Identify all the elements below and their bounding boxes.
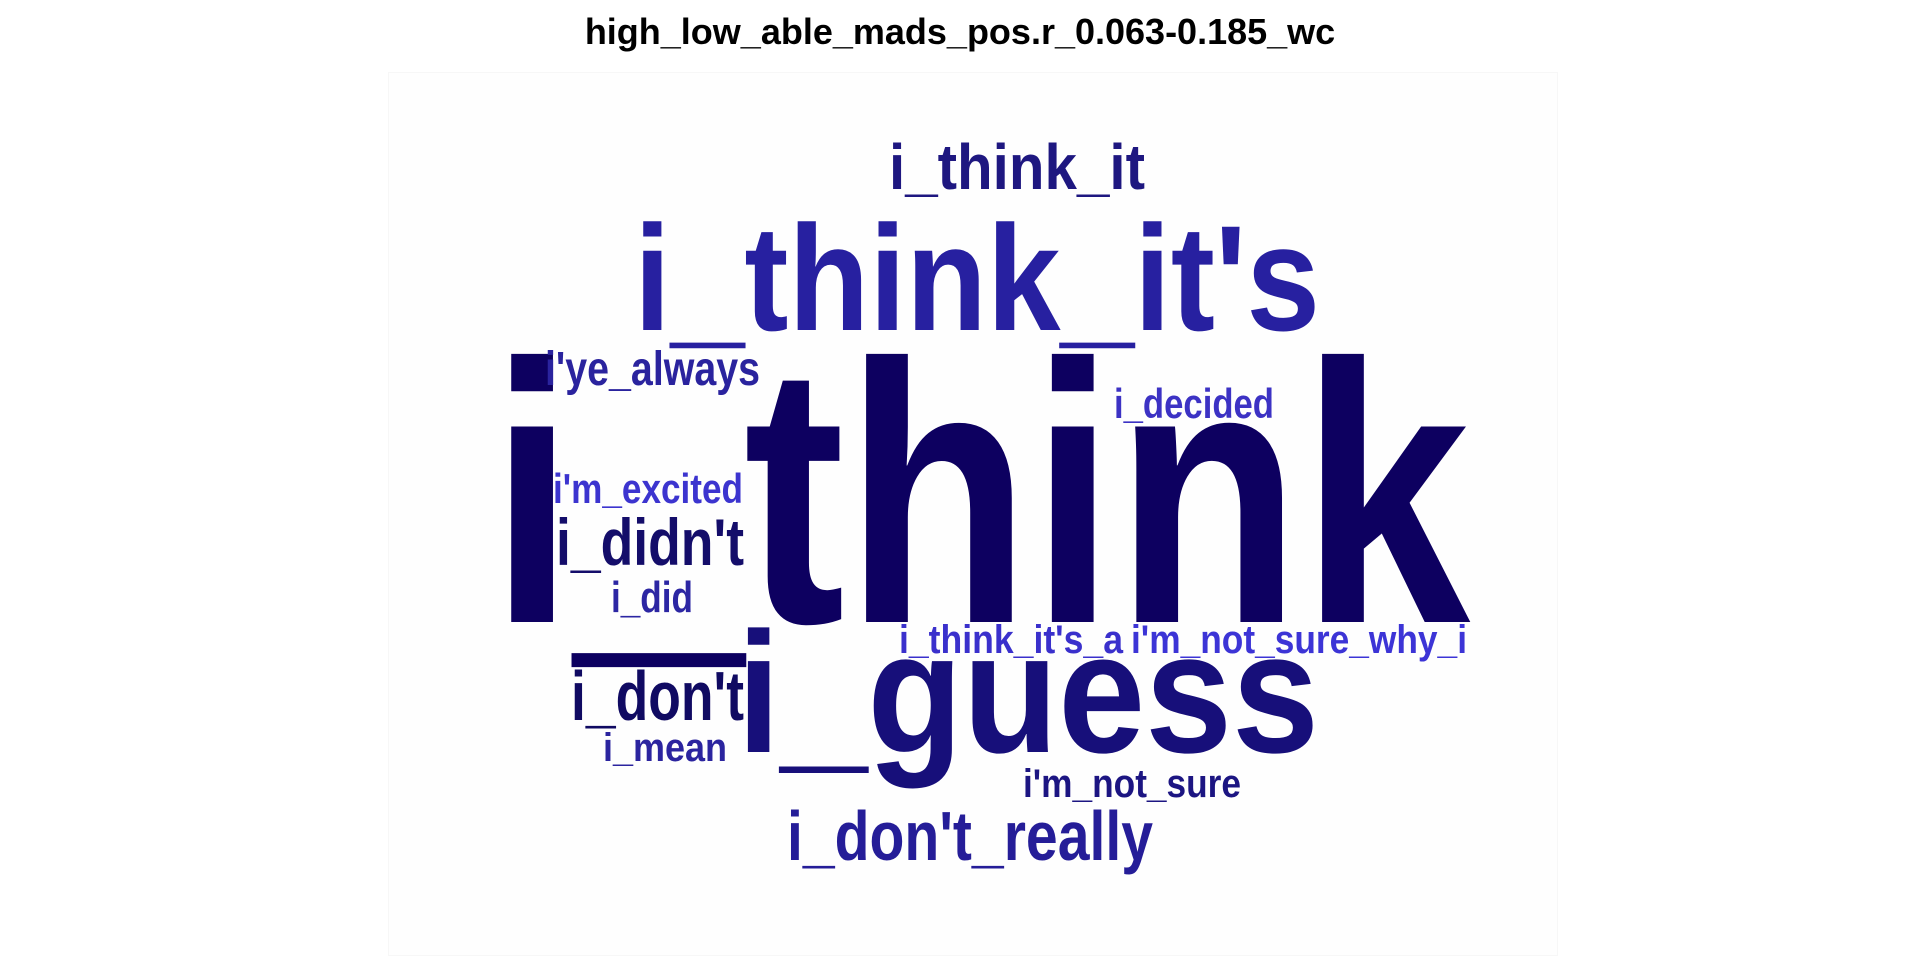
word-i-dont: i_don't [571, 657, 744, 735]
word-im-not-sure-why-i: i'm_not_sure_why_i [1131, 618, 1467, 662]
word-i-did: i_did [611, 573, 693, 622]
plot-title: high_low_able_mads_pos.r_0.063-0.185_wc [584, 11, 1336, 52]
word-cloud-panel [388, 72, 1558, 956]
word-i-decided: i_decided [1114, 380, 1274, 427]
word-i-dont-really: i_don't_really [787, 797, 1153, 875]
word-i-think: i_think [490, 288, 1472, 701]
word-i-didnt: i_didn't [556, 505, 744, 579]
word-i-guess: i_guess [737, 597, 1319, 789]
word-im-excited: i'm_excited [553, 465, 743, 512]
word-i-mean: i_mean [603, 726, 727, 770]
word-ive-always: i'ye_always [545, 343, 760, 396]
word-i-think-its: i_think_it's [634, 194, 1320, 362]
word-i-think-its-a: i_think_it's_a [899, 618, 1124, 662]
word-im-not-sure: i'm_not_sure [1023, 762, 1241, 806]
word-i-think-it: i_think_it [889, 131, 1145, 203]
